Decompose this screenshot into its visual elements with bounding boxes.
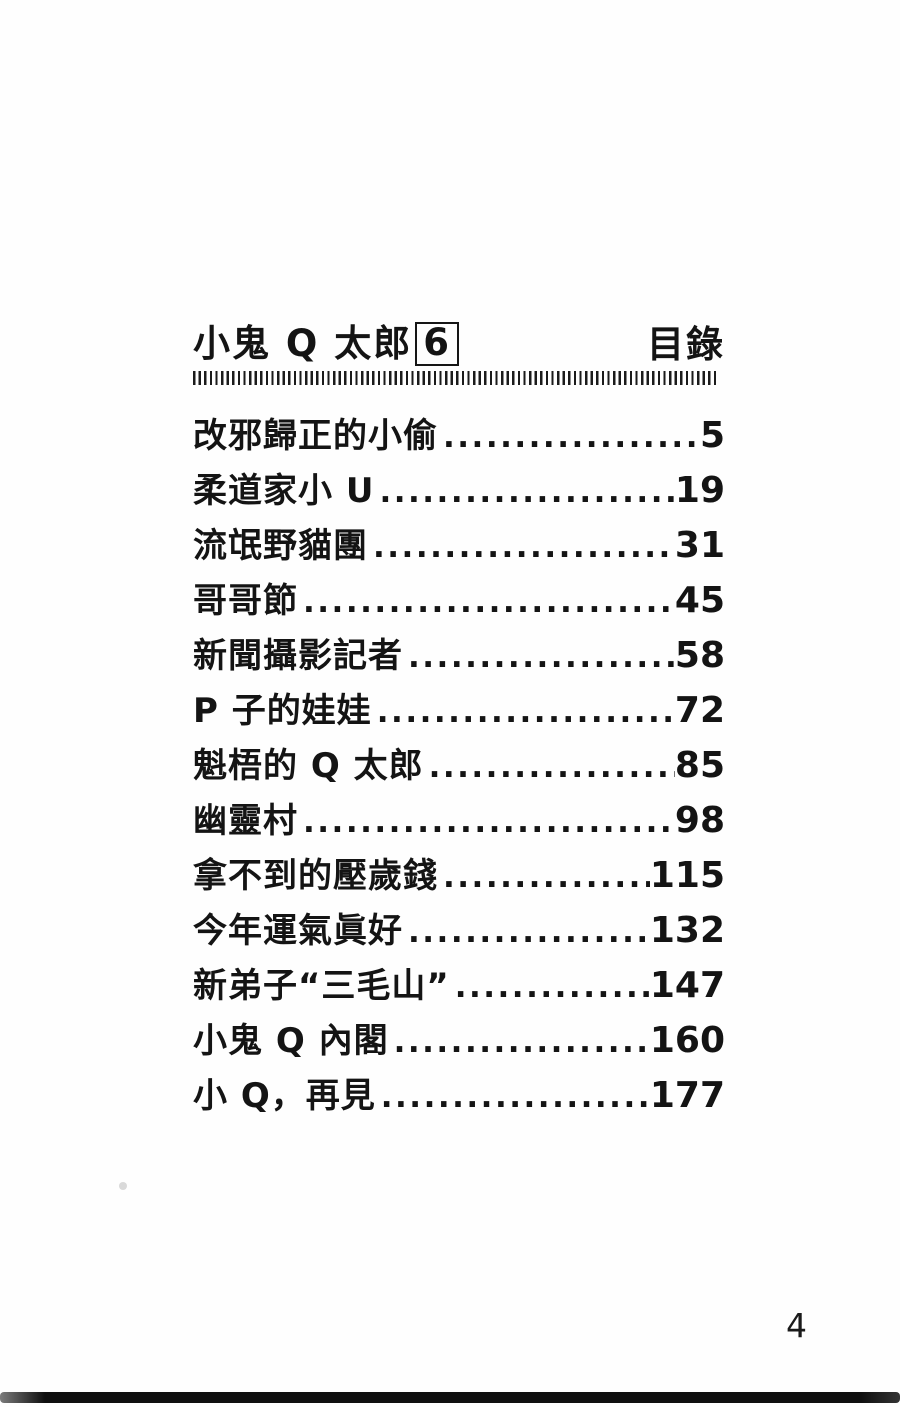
- toc-entry: 新弟子“三毛山”................................…: [193, 958, 725, 1013]
- toc-entry-title: 新弟子“三毛山”: [193, 966, 450, 1006]
- toc-entry: P 子的娃娃..................................…: [193, 683, 725, 738]
- toc-entry-page: 58: [674, 635, 725, 676]
- toc-entry: 小 Q，再見..................................…: [193, 1068, 725, 1123]
- toc-entry-page: 31: [674, 525, 725, 566]
- toc-label: 目錄: [647, 323, 725, 367]
- dot-leader: ........................................…: [443, 859, 650, 895]
- volume-badge: 6: [415, 322, 459, 366]
- toc-entry-page: 72: [674, 690, 725, 731]
- toc-entry-page: 147: [649, 965, 725, 1006]
- toc-entry-title: 小鬼 Q 內閣: [193, 1021, 389, 1061]
- toc-entry-title: 流氓野貓團: [193, 526, 368, 566]
- scan-edge-artifact: [0, 1392, 900, 1403]
- toc-entry-page: 19: [674, 470, 725, 511]
- toc-entry-page: 45: [674, 580, 725, 621]
- dot-leader: ........................................…: [454, 969, 650, 1005]
- dot-leader: ........................................…: [380, 1079, 650, 1115]
- book-title: 小鬼 Q 太郎 6: [193, 322, 459, 366]
- page-number: 4: [786, 1306, 807, 1345]
- toc-entry: 今年運氣眞好..................................…: [193, 903, 725, 958]
- toc-entry-title: 今年運氣眞好: [193, 911, 403, 951]
- toc-entry-title: 小 Q，再見: [193, 1076, 376, 1116]
- dot-leader: ........................................…: [393, 1024, 650, 1060]
- toc-entry: 哥哥節.....................................…: [193, 573, 725, 628]
- toc-entry-title: P 子的娃娃: [193, 691, 372, 731]
- toc-entry-title: 幽靈村: [193, 801, 298, 841]
- toc-entry-title: 新聞攝影記者: [193, 636, 403, 676]
- dot-leader: ........................................…: [376, 694, 675, 730]
- toc-entry: 柔道家小 U..................................…: [193, 463, 725, 518]
- toc-entry-page: 160: [649, 1020, 725, 1061]
- toc-entry-page: 5: [699, 415, 725, 456]
- dot-leader: ........................................…: [379, 474, 675, 510]
- toc-entry: 流氓野貓團...................................…: [193, 518, 725, 573]
- hatched-divider: [193, 371, 717, 385]
- toc-entry-page: 177: [649, 1075, 725, 1116]
- toc-entry-page: 115: [649, 855, 725, 896]
- dot-leader: ........................................…: [408, 639, 675, 675]
- toc-entry-title: 魁梧的 Q 太郎: [193, 746, 424, 786]
- toc-entry-title: 哥哥節: [193, 581, 298, 621]
- dot-leader: ........................................…: [443, 419, 700, 455]
- scan-speck: [119, 1182, 127, 1190]
- toc-entry-page: 132: [649, 910, 725, 951]
- toc-entry-title: 改邪歸正的小偷: [193, 416, 438, 456]
- toc-entry: 改邪歸正的小偷.................................…: [193, 408, 725, 463]
- dot-leader: ........................................…: [303, 804, 675, 840]
- toc-header: 小鬼 Q 太郎 6 目錄: [193, 322, 725, 366]
- toc-entry: 魁梧的 Q 太郎................................…: [193, 738, 725, 793]
- toc-entry: 幽靈村.....................................…: [193, 793, 725, 848]
- toc-entry-page: 85: [674, 745, 725, 786]
- toc-entry-page: 98: [674, 800, 725, 841]
- toc-list: 改邪歸正的小偷.................................…: [193, 408, 725, 1123]
- toc-entry: 新聞攝影記者..................................…: [193, 628, 725, 683]
- toc-entry: 小鬼 Q 內閣.................................…: [193, 1013, 725, 1068]
- toc-entry: 拿不到的壓歲錢.................................…: [193, 848, 725, 903]
- toc-entry-title: 拿不到的壓歲錢: [193, 856, 438, 896]
- series-title: 小鬼 Q 太郎: [193, 321, 413, 365]
- dot-leader: ........................................…: [373, 529, 675, 565]
- dot-leader: ........................................…: [428, 749, 675, 785]
- dot-leader: ........................................…: [408, 914, 650, 950]
- dot-leader: ........................................…: [303, 584, 675, 620]
- toc-entry-title: 柔道家小 U: [193, 471, 375, 511]
